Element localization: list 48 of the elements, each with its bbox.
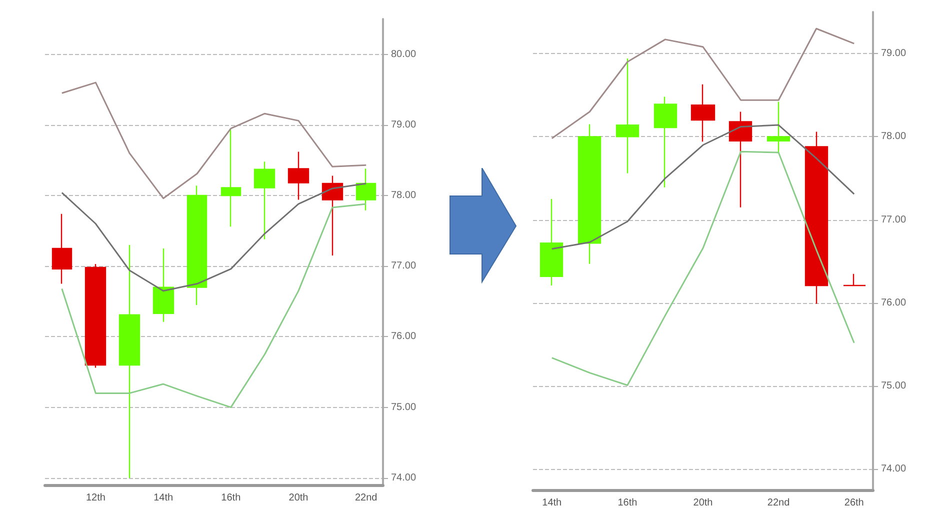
line-series [551,150,855,386]
candlestick [118,244,140,479]
candlestick [690,84,716,142]
y-tick-label: 75.00 [391,402,416,413]
candlestick [52,213,72,284]
y-tick-label: 77.00 [881,214,906,226]
candlestick [728,111,752,208]
line-series [551,28,855,140]
x-tick-label: 14th [154,492,174,504]
x-tick-label: 12th [86,492,106,504]
line-series [551,124,855,250]
x-tick-label: 22nd [767,498,790,508]
x-tick-label: 20th [693,498,713,508]
candlestick [254,161,276,240]
y-tick-label: 79.00 [391,119,416,130]
x-tick-label: 16th [618,498,638,508]
x-tick-label: 20th [288,492,308,504]
line-series [61,203,367,408]
x-tick-label: 26th [844,498,864,508]
candlestick [152,248,174,322]
y-tick-label: 75.00 [881,380,906,392]
x-tick-label: 16th [221,492,241,504]
y-tick-label: 79.00 [881,48,906,60]
y-tick-label: 78.00 [881,131,906,142]
candlestick [578,124,602,264]
y-tick-label: 77.00 [391,260,416,272]
line-series [61,82,367,200]
y-tick-label: 78.00 [391,190,416,202]
candlestick [804,131,828,304]
y-tick-label: 76.00 [391,331,416,342]
candlestick [654,96,678,188]
x-tick-label: 22nd [354,492,378,504]
candlestick [616,58,640,174]
candlestick [220,128,242,228]
y-tick-label: 76.00 [881,297,906,308]
candlestick [186,185,208,306]
candlestick [540,198,564,286]
line-series [61,182,367,292]
y-tick-label: 74.00 [391,472,416,484]
candlestick [288,151,310,200]
candlestick [766,101,790,154]
candlestick [842,273,866,286]
x-tick-label: 14th [542,498,562,508]
y-tick-label: 80.00 [391,48,416,60]
candlestick [356,168,376,211]
y-tick-label: 74.00 [881,464,906,475]
candlestick [84,263,106,368]
candlestick [322,175,344,256]
